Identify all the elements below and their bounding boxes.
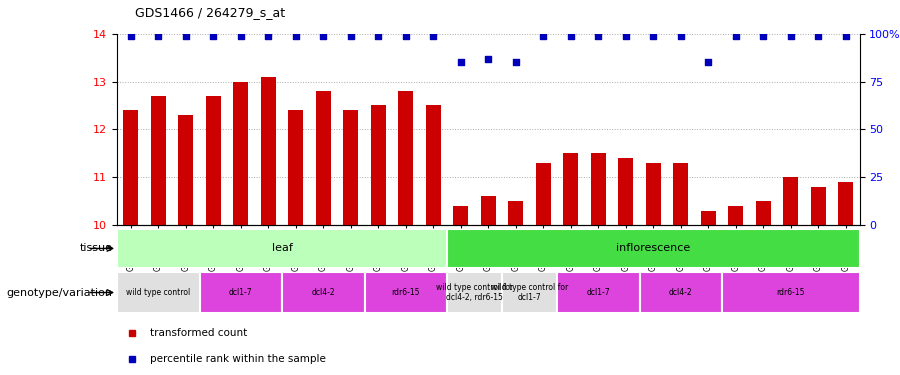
Bar (640, 272, 722, 313)
Text: dcl1-7: dcl1-7 (229, 288, 253, 297)
Text: inflorescence: inflorescence (616, 243, 690, 254)
Bar (200, 272, 282, 313)
Text: wild type control for
dcl1-7: wild type control for dcl1-7 (491, 283, 568, 302)
Point (839, 33, 853, 39)
Bar (371, 105, 386, 225)
Bar (590, 153, 606, 225)
Point (426, 33, 440, 39)
Bar (481, 196, 496, 225)
Bar (811, 187, 826, 225)
Bar (117, 272, 200, 313)
Bar (502, 272, 557, 313)
Text: tissue: tissue (79, 243, 112, 254)
Bar (282, 272, 364, 313)
Bar (316, 91, 331, 225)
Point (371, 33, 385, 39)
Text: wild type control: wild type control (126, 288, 191, 297)
Point (234, 33, 248, 39)
Bar (783, 177, 798, 225)
Bar (150, 96, 166, 225)
Point (508, 60, 523, 66)
Text: percentile rank within the sample: percentile rank within the sample (150, 354, 327, 364)
Point (261, 33, 275, 39)
Bar (722, 272, 860, 313)
Bar (206, 96, 220, 225)
Point (646, 33, 661, 39)
Point (344, 33, 358, 39)
Point (701, 60, 716, 66)
Bar (447, 229, 860, 268)
Text: dcl4-2: dcl4-2 (669, 288, 693, 297)
Bar (123, 110, 139, 225)
Bar (618, 158, 634, 225)
Point (481, 56, 495, 62)
Point (178, 33, 193, 39)
Text: transformed count: transformed count (150, 328, 248, 338)
Bar (728, 206, 743, 225)
Bar (117, 229, 447, 268)
Point (618, 33, 633, 39)
Text: GDS1466 / 264279_s_at: GDS1466 / 264279_s_at (135, 6, 285, 19)
Bar (261, 77, 275, 225)
Bar (563, 153, 579, 225)
Point (123, 33, 138, 39)
Bar (288, 110, 303, 225)
Bar (557, 272, 640, 313)
Bar (178, 115, 194, 225)
Point (316, 33, 330, 39)
Point (289, 33, 303, 39)
Bar (701, 211, 716, 225)
Text: dcl1-7: dcl1-7 (587, 288, 610, 297)
Point (756, 33, 770, 39)
Bar (233, 82, 248, 225)
Bar (838, 182, 853, 225)
Text: leaf: leaf (272, 243, 292, 254)
Point (454, 60, 468, 66)
Point (399, 33, 413, 39)
Point (673, 33, 688, 39)
Point (784, 33, 798, 39)
Point (206, 33, 220, 39)
Bar (343, 110, 358, 225)
Text: rdr6-15: rdr6-15 (392, 288, 420, 297)
Text: genotype/variation: genotype/variation (6, 288, 112, 297)
Point (811, 33, 825, 39)
Bar (426, 105, 441, 225)
Point (729, 33, 743, 39)
Bar (364, 272, 447, 313)
Text: wild type control for
dcl4-2, rdr6-15: wild type control for dcl4-2, rdr6-15 (436, 283, 513, 302)
Point (563, 33, 578, 39)
Bar (398, 91, 413, 225)
Bar (447, 272, 502, 313)
Bar (536, 163, 551, 225)
Point (536, 33, 551, 39)
Point (591, 33, 606, 39)
Bar (673, 163, 689, 225)
Bar (508, 201, 523, 225)
Bar (756, 201, 770, 225)
Point (151, 33, 166, 39)
Bar (454, 206, 468, 225)
Bar (645, 163, 661, 225)
Text: dcl4-2: dcl4-2 (311, 288, 335, 297)
Text: rdr6-15: rdr6-15 (777, 288, 805, 297)
